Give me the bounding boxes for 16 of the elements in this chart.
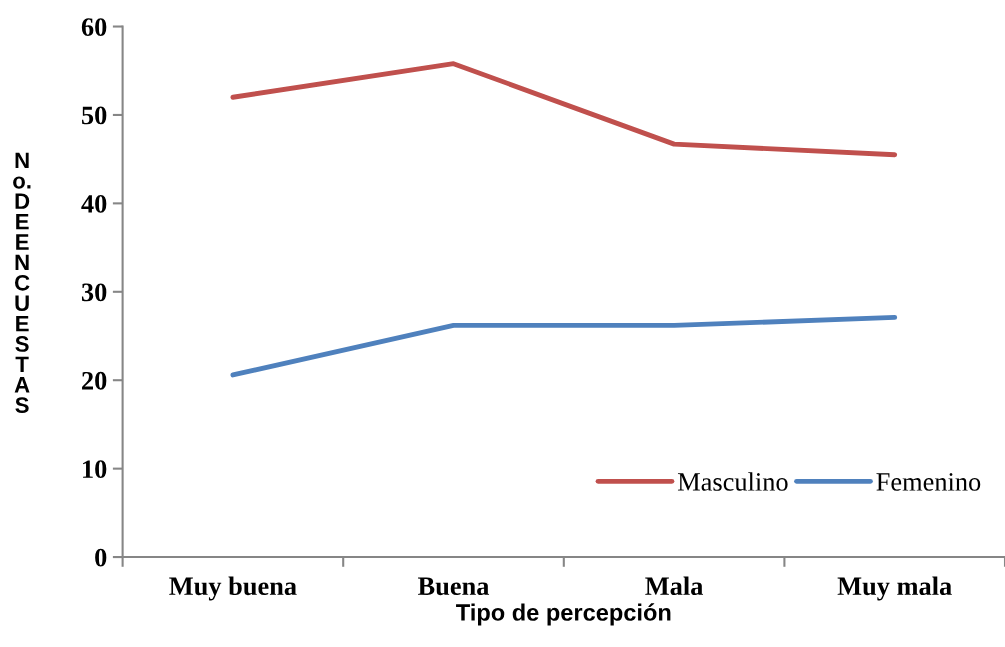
legend-label: Femenino — [876, 473, 981, 491]
y-tick-label: 20 — [82, 371, 107, 390]
y-tick-label: 60 — [81, 18, 107, 36]
x-tick-label: Muy mala — [837, 576, 952, 601]
x-axis-title: Tipo de percepción — [456, 603, 671, 626]
x-tick-label: Buena — [418, 577, 490, 596]
x-tick-label: Mala — [645, 576, 704, 596]
x-tick-label: Muy buena — [169, 576, 297, 601]
text: No. DE ENCUESTAS — [13, 152, 31, 413]
line-series — [230, 61, 898, 158]
y-tick-label: 40 — [81, 194, 107, 213]
y-tick-label: 50 — [82, 106, 107, 125]
y-tick-label: 10 — [83, 460, 107, 479]
y-tick-label: 30 — [81, 283, 107, 302]
legend-label: Masculino — [677, 472, 788, 491]
y-tick-label: 0 — [95, 548, 107, 567]
